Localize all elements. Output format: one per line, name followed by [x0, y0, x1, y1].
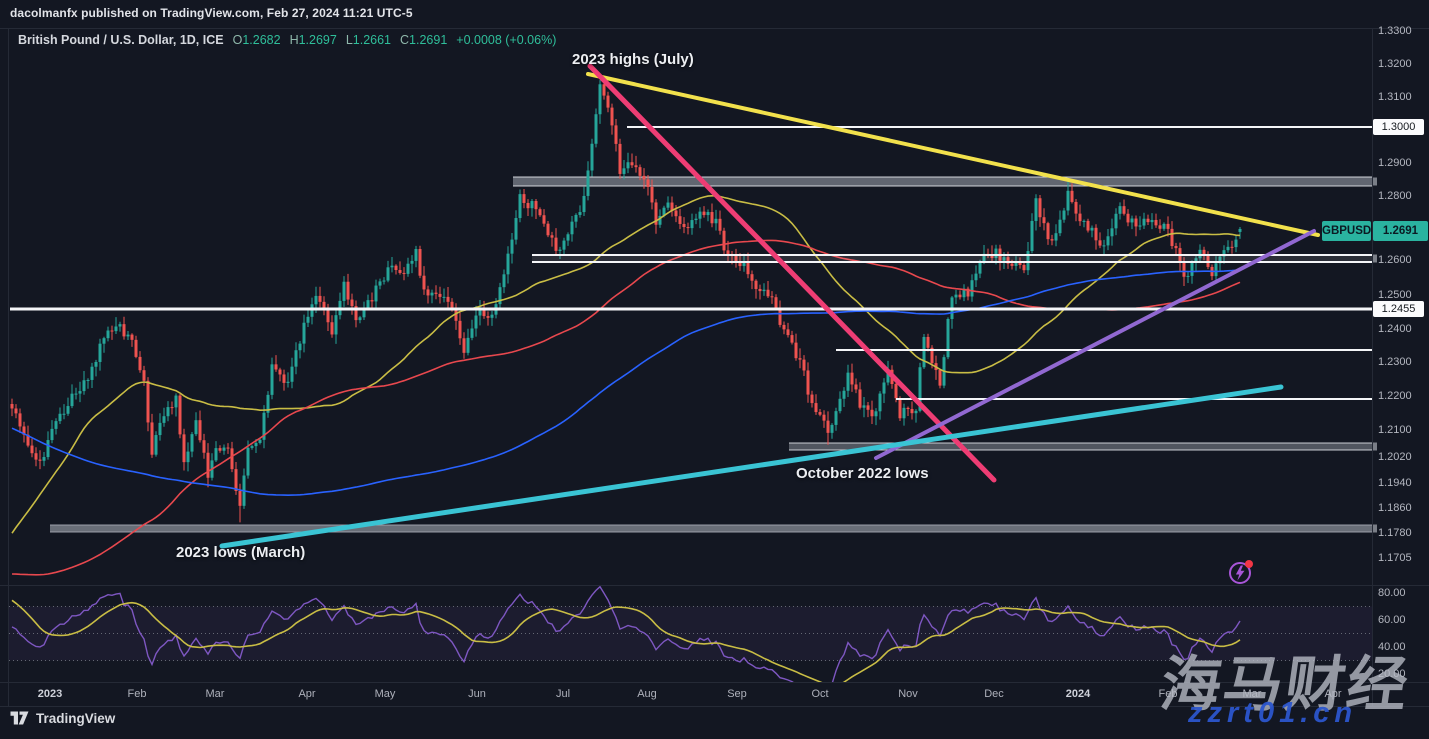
rsi-scale-tick-60.00: 60.00 — [1378, 614, 1406, 626]
boxed-price-label-1.3000: 1.3000 — [1373, 119, 1424, 135]
price-pane-layer — [10, 63, 1372, 576]
trendline-descending-resistance-from-2023-highs[interactable] — [586, 72, 1320, 237]
time-tick-Oct: Oct — [811, 688, 829, 700]
price-tick-1.2600: 1.2600 — [1378, 254, 1412, 266]
rsi-pane[interactable] — [9, 586, 1372, 682]
annotation-october-2022-lows[interactable]: October 2022 lows — [796, 465, 929, 482]
time-tick-May: May — [374, 688, 396, 700]
time-tick-Aug: Aug — [637, 688, 657, 700]
watermark-url: zzrt01.cn — [1188, 697, 1358, 729]
time-tick-Mar: Mar — [205, 688, 225, 700]
tradingview-brand-text: TradingView — [36, 711, 116, 726]
low-value: 1.2661 — [352, 33, 392, 47]
time-tick-Jul: Jul — [555, 688, 571, 700]
time-tick-Nov: Nov — [898, 688, 918, 700]
ma-line-sma50 — [11, 195, 1241, 534]
footer-divider — [0, 706, 1429, 707]
price-tick-1.2300: 1.2300 — [1378, 356, 1412, 368]
rsi-layer — [9, 586, 1372, 682]
time-tick-Mar: Mar — [1242, 688, 1262, 700]
annotation-2023-lows[interactable]: 2023 lows (March) — [176, 544, 306, 561]
support-zone-1.1800 — [50, 525, 1372, 532]
price-tick-1.2100: 1.2100 — [1378, 424, 1412, 436]
price-axis-border — [1372, 28, 1373, 706]
header-divider — [0, 28, 1429, 29]
price-tick-1.1780: 1.1780 — [1378, 527, 1412, 539]
close-label: C — [400, 33, 410, 47]
price-tick-1.1860: 1.1860 — [1378, 502, 1412, 514]
price-tick-1.3200: 1.3200 — [1378, 58, 1412, 70]
price-tick-1.2800: 1.2800 — [1378, 190, 1412, 202]
symbol-title[interactable]: British Pound / U.S. Dollar, 1D, ICE — [18, 33, 224, 47]
boxed-price-label-1.2455: 1.2455 — [1373, 301, 1424, 317]
open-value: 1.2682 — [242, 33, 281, 47]
trendline-long-term-ascending-support[interactable] — [219, 384, 1284, 549]
time-tick-2024: 2024 — [1065, 688, 1091, 700]
publish-byline: dacolmanfx published on TradingView.com,… — [10, 6, 413, 20]
annotation-2023-highs[interactable]: 2023 highs (July) — [572, 51, 694, 68]
price-tick-1.2900: 1.2900 — [1378, 157, 1412, 169]
low-label: L — [345, 33, 353, 47]
ma-line-sma200 — [11, 269, 1241, 497]
high-value: 1.2697 — [298, 33, 337, 47]
time-tick-Feb: Feb — [1158, 688, 1178, 700]
symbol-info-row: British Pound / U.S. Dollar, 1D, ICE O1.2… — [18, 33, 556, 47]
price-tick-1.2400: 1.2400 — [1378, 323, 1412, 335]
time-tick-2023: 2023 — [37, 688, 63, 700]
price-tick-1.3100: 1.3100 — [1378, 91, 1412, 103]
trendline-steep-decline-line[interactable] — [587, 63, 997, 483]
high-label: H — [289, 33, 299, 47]
symbol-badge-price: 1.2691 — [1373, 221, 1428, 241]
pane-divider — [0, 585, 1429, 586]
resistance-zone-1.2840 — [513, 177, 1372, 186]
price-tick-1.1940: 1.1940 — [1378, 477, 1412, 489]
rsi-ma-line — [11, 599, 1241, 682]
tradingview-logo[interactable]: TradingView — [10, 711, 115, 726]
ma-line-sma100 — [11, 239, 1241, 576]
close-value: 1.2691 — [409, 33, 448, 47]
change-value: +0.0008 (+0.06%) — [456, 33, 557, 47]
price-tick-1.2500: 1.2500 — [1378, 289, 1412, 301]
symbol-badge-name: GBPUSD — [1322, 221, 1371, 241]
price-tick-1.3300: 1.3300 — [1378, 25, 1412, 37]
price-pane[interactable] — [9, 29, 1372, 585]
time-tick-Apr: Apr — [1324, 688, 1342, 700]
time-axis-divider — [0, 682, 1429, 683]
resistance-1.2600-1.2620 — [532, 255, 1372, 262]
lightning-bolt-icon — [1235, 565, 1245, 581]
time-tick-Apr: Apr — [298, 688, 316, 700]
rsi-line — [11, 586, 1241, 682]
time-tick-Jun: Jun — [468, 688, 486, 700]
time-tick-Feb: Feb — [127, 688, 147, 700]
price-tick-1.2020: 1.2020 — [1378, 451, 1412, 463]
price-tick-1.1705: 1.1705 — [1378, 552, 1412, 564]
time-tick-Sep: Sep — [727, 688, 747, 700]
open-label: O — [232, 33, 243, 47]
rsi-scale-tick-20.00: 20.00 — [1378, 668, 1406, 680]
flash-icon[interactable] — [1229, 560, 1253, 584]
notification-dot — [1245, 560, 1253, 568]
price-tick-1.2200: 1.2200 — [1378, 390, 1412, 402]
rsi-scale-tick-80.00: 80.00 — [1378, 587, 1406, 599]
time-tick-Dec: Dec — [984, 688, 1004, 700]
last-price-badge: GBPUSD 1.2691 — [1322, 221, 1428, 241]
candles-layer — [10, 79, 1242, 523]
tradingview-mark-icon — [10, 711, 29, 725]
support-zone-1.2045 — [789, 443, 1372, 450]
trendline-ascending-support-from-october-lows[interactable] — [874, 229, 1316, 460]
rsi-scale-tick-40.00: 40.00 — [1378, 641, 1406, 653]
chart-left-border — [8, 28, 9, 706]
